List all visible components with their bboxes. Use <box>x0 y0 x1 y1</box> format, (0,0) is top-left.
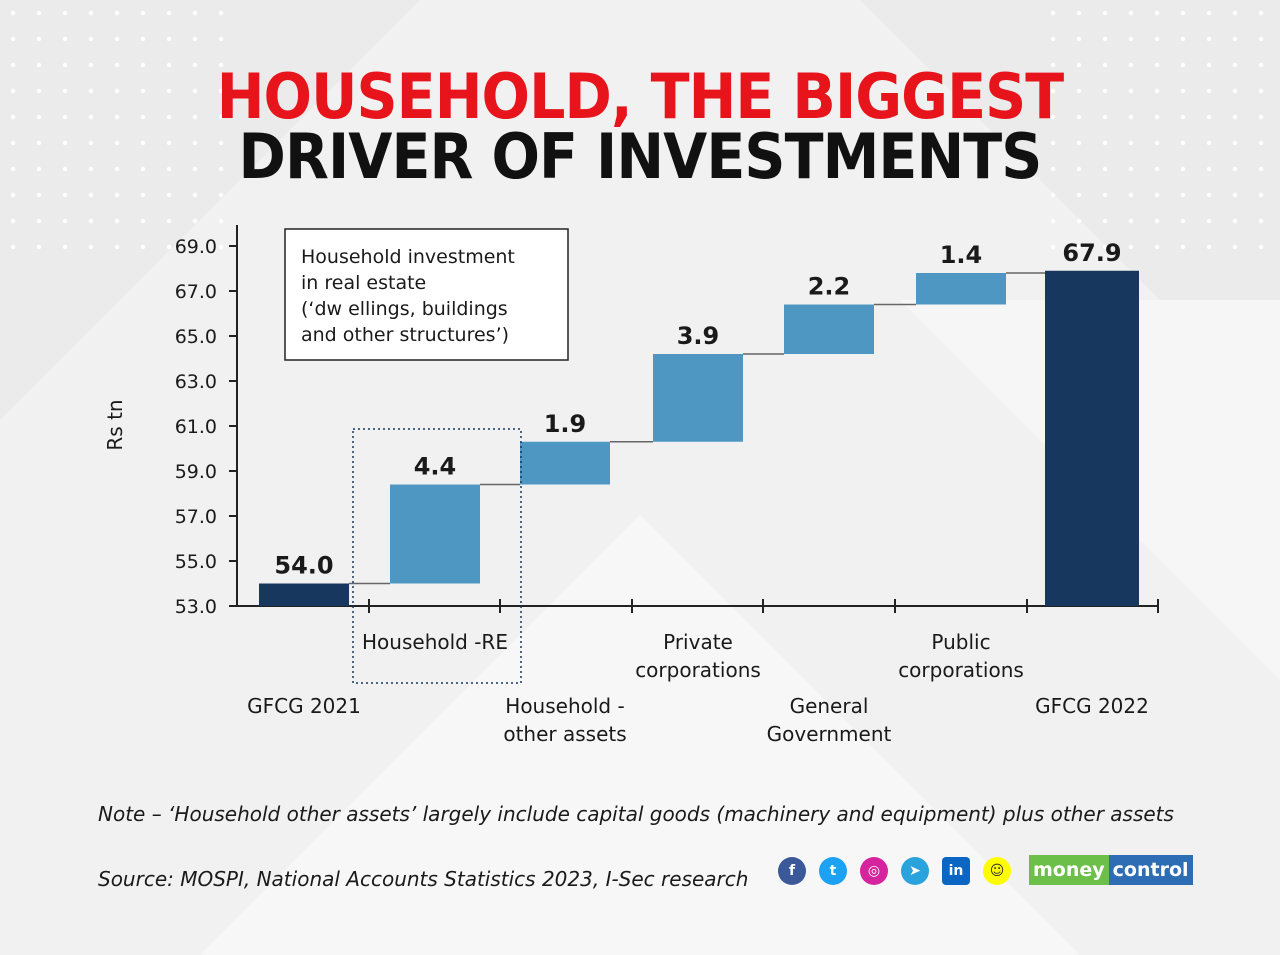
annotation-box <box>284 228 569 361</box>
y-tick-label: 53.0 <box>175 596 217 618</box>
data-label: 1.9 <box>544 410 587 438</box>
y-tick-label: 63.0 <box>175 371 217 393</box>
data-label: 67.9 <box>1062 239 1121 267</box>
annotation-text: and other structures’) <box>301 324 509 346</box>
brand-part-control: control <box>1108 855 1193 885</box>
category-label: GFCG 2021 <box>247 694 361 718</box>
annotation-text: Household investment <box>301 246 515 268</box>
y-tick-label: 55.0 <box>175 551 217 573</box>
y-axis-title: Rs tn <box>103 399 127 450</box>
category-label: Household -RE <box>362 630 508 654</box>
data-label: 2.2 <box>808 273 851 301</box>
category-label: corporations <box>635 658 761 682</box>
linkedin-icon[interactable]: in <box>942 857 970 885</box>
bar-private-corporations <box>653 354 743 442</box>
bar-public-corporations <box>916 273 1006 305</box>
moneycontrol-logo: money control <box>1029 855 1193 885</box>
category-label: other assets <box>503 722 626 746</box>
y-tick-label: 57.0 <box>175 506 217 528</box>
telegram-icon[interactable]: ➤ <box>901 857 929 885</box>
bar-household-re <box>390 484 480 584</box>
source-note: Source: MOSPI, National Accounts Statist… <box>98 867 749 891</box>
y-tick-label: 61.0 <box>175 416 217 438</box>
category-label: Household - <box>505 694 624 718</box>
bar-gfcg-2022 <box>1045 270 1139 606</box>
y-tick-label: 67.0 <box>175 281 217 303</box>
bar-household-other-assets <box>520 441 610 485</box>
title-line-2: DRIVER OF INVESTMENTS <box>238 120 1043 193</box>
bar-general-government <box>784 304 874 354</box>
highlight-box <box>352 428 522 684</box>
category-label: Government <box>767 722 892 746</box>
data-label: 1.4 <box>940 241 983 269</box>
annotation-text: (‘dw ellings, buildings <box>301 298 508 320</box>
snapchat-icon[interactable]: ☺ <box>983 857 1011 885</box>
y-tick-label: 69.0 <box>175 236 217 258</box>
footnote: Note – ‘Household other assets’ largely … <box>98 802 1174 826</box>
y-tick-label: 65.0 <box>175 326 217 348</box>
bar-gfcg-2021 <box>259 583 349 606</box>
category-label: General <box>790 694 869 718</box>
y-tick-label: 59.0 <box>175 461 217 483</box>
data-label: 54.0 <box>274 552 333 580</box>
category-label: Private <box>663 630 733 654</box>
facebook-icon[interactable]: f <box>778 857 806 885</box>
instagram-icon[interactable]: ◎ <box>860 857 888 885</box>
category-label: Public <box>931 630 990 654</box>
data-label: 4.4 <box>414 453 457 481</box>
annotation-text: in real estate <box>301 272 426 294</box>
twitter-icon[interactable]: t <box>819 857 847 885</box>
category-label: GFCG 2022 <box>1035 694 1149 718</box>
brand-part-money: money <box>1029 855 1109 885</box>
data-label: 3.9 <box>677 322 720 350</box>
title-line-1: HOUSEHOLD, THE BIGGEST <box>216 60 1064 133</box>
category-label: corporations <box>898 658 1024 682</box>
